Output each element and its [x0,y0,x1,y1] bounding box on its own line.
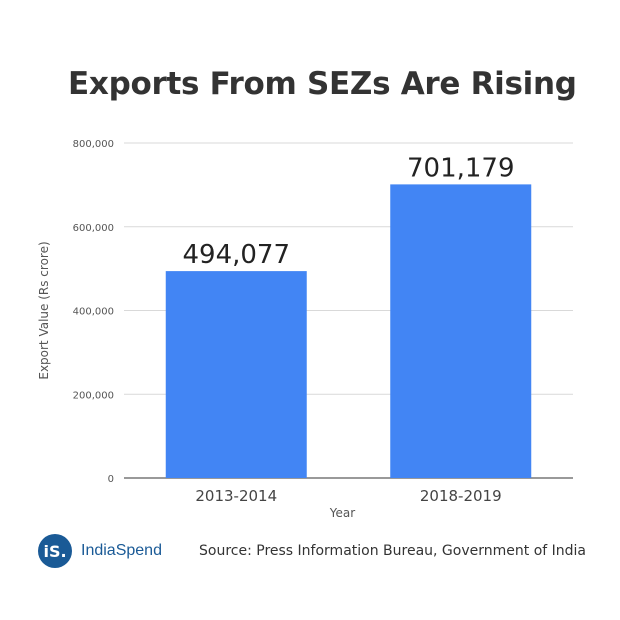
y-tick-label: 800,000 [73,139,114,150]
data-label: 701,179 [407,153,515,183]
y-tick-label: 400,000 [73,307,114,318]
source-note: Source: Press Information Bureau, Govern… [199,543,586,559]
x-axis-title: Year [329,506,355,520]
y-tick-label: 0 [108,474,114,485]
indiaspend-logo: iS. IndiaSpend [38,534,162,568]
y-tick-label: 200,000 [73,390,114,401]
bar [165,271,307,478]
x-tick-label: 2013-2014 [195,487,277,505]
chart-title: Exports From SEZs Are Rising [68,66,577,102]
data-label: 494,077 [182,240,290,270]
x-tick-label: 2018-2019 [420,487,502,505]
bar [390,184,532,478]
y-tick-label: 600,000 [73,223,114,234]
logo-text: IndiaSpend [81,542,162,559]
y-axis-title: Export Value (Rs crore) [37,241,51,379]
logo-mark: iS. [38,534,72,568]
